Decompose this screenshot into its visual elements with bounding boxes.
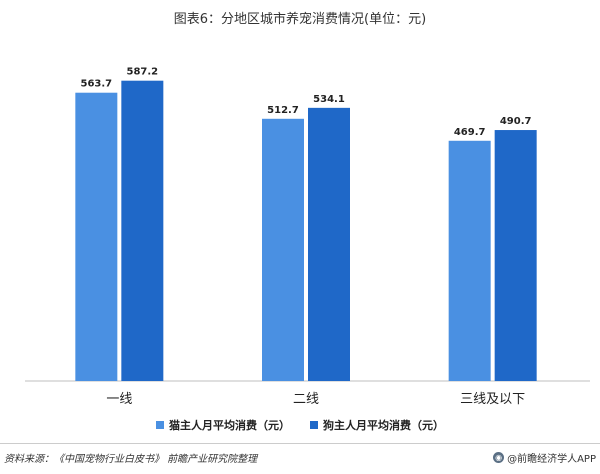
data-label-dog-2: 490.7: [500, 116, 532, 127]
chart-title: 图表6：分地区城市养宠消费情况(单位：元): [173, 12, 427, 27]
data-label-dog-1: 534.1: [313, 94, 345, 105]
source-note: 资料来源：《中国宠物行业白皮书》 前瞻产业研究院整理: [4, 454, 258, 465]
legend-label-cat: 猫主人月平均消费（元）: [169, 419, 290, 432]
brand-credit: ◉ @前瞻经济学人APP: [493, 450, 596, 465]
legend: 猫主人月平均消费（元） 狗主人月平均消费（元）: [0, 417, 600, 433]
legend-item-dog: 狗主人月平均消费（元）: [310, 417, 444, 433]
bar-dog-1: [308, 107, 350, 381]
brand-label: @前瞻经济学人APP: [507, 454, 596, 465]
data-label-cat-0: 563.7: [81, 79, 113, 90]
x-tick-label-1: 二线: [293, 392, 319, 407]
bar-dog-2: [494, 130, 537, 381]
bar-dog-0: [121, 80, 164, 381]
data-label-cat-2: 469.7: [454, 127, 486, 138]
x-tick-label-0: 一线: [106, 392, 132, 407]
data-label-dog-0: 587.2: [127, 67, 159, 78]
legend-swatch-cat: [156, 421, 164, 429]
brand-logo-icon: ◉: [493, 452, 505, 463]
bar-cat-2: [448, 140, 491, 381]
data-label-cat-1: 512.7: [267, 105, 299, 116]
legend-item-cat: 猫主人月平均消费（元）: [156, 417, 290, 433]
bar-cat-1: [262, 118, 304, 381]
legend-label-dog: 狗主人月平均消费（元）: [323, 419, 444, 432]
x-tick-label-2: 三线及以下: [460, 392, 525, 407]
footer-divider: [0, 443, 600, 444]
bar-cat-0: [75, 92, 118, 382]
legend-swatch-dog: [310, 421, 318, 429]
